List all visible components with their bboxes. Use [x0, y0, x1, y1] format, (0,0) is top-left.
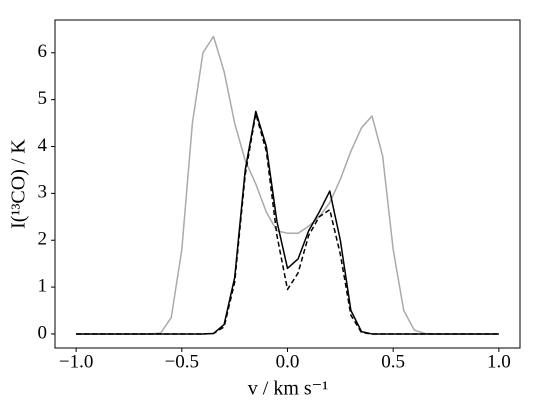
y-axis-label: I(¹³CO) / K — [8, 139, 30, 229]
y-tick-label: 0 — [38, 322, 48, 343]
x-tick-label: −1.0 — [59, 351, 93, 372]
y-tick-label: 3 — [38, 182, 48, 203]
x-tick-label: 1.0 — [487, 351, 511, 372]
y-tick-label: 6 — [38, 41, 48, 62]
series-line — [76, 112, 499, 335]
x-tick-label: 0.5 — [381, 351, 405, 372]
y-tick-label: 1 — [38, 275, 48, 296]
x-axis-label: v / km s⁻¹ — [248, 378, 328, 400]
y-tick-label: 2 — [38, 229, 48, 250]
series-line — [76, 110, 499, 335]
y-tick-label: 5 — [38, 88, 48, 109]
y-tick-label: 4 — [38, 135, 48, 156]
x-tick-label: 0.0 — [276, 351, 300, 372]
plot-frame — [54, 19, 521, 349]
x-tick-label: −0.5 — [165, 351, 199, 372]
